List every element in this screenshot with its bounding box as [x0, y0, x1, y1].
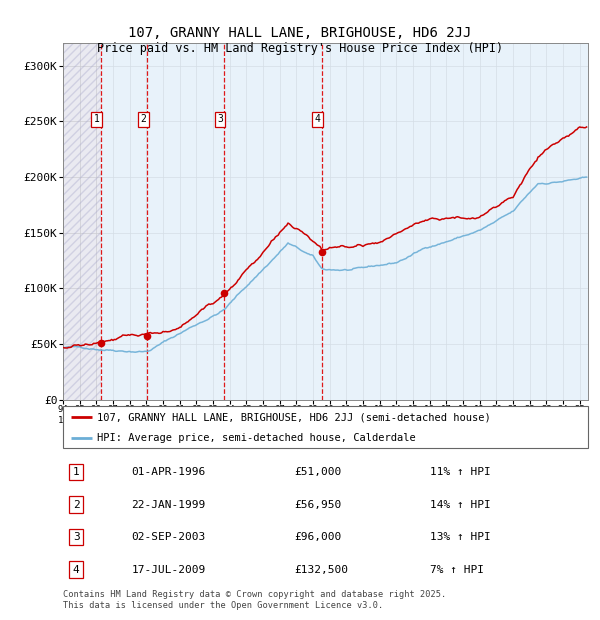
- FancyBboxPatch shape: [63, 406, 588, 448]
- Text: 7% ↑ HPI: 7% ↑ HPI: [431, 565, 485, 575]
- Text: 14% ↑ HPI: 14% ↑ HPI: [431, 500, 491, 510]
- Text: 2: 2: [73, 500, 79, 510]
- Bar: [101, 43, 148, 400]
- Text: £51,000: £51,000: [294, 467, 341, 477]
- Text: 107, GRANNY HALL LANE, BRIGHOUSE, HD6 2JJ: 107, GRANNY HALL LANE, BRIGHOUSE, HD6 2J…: [128, 26, 472, 40]
- Text: 1: 1: [73, 467, 79, 477]
- Bar: [148, 43, 224, 400]
- Text: Contains HM Land Registry data © Crown copyright and database right 2025.
This d: Contains HM Land Registry data © Crown c…: [63, 590, 446, 609]
- Text: HPI: Average price, semi-detached house, Calderdale: HPI: Average price, semi-detached house,…: [97, 433, 416, 443]
- Text: 4: 4: [73, 565, 79, 575]
- Text: Price paid vs. HM Land Registry's House Price Index (HPI): Price paid vs. HM Land Registry's House …: [97, 42, 503, 55]
- Text: £96,000: £96,000: [294, 532, 341, 542]
- Text: 3: 3: [217, 114, 223, 124]
- Text: 107, GRANNY HALL LANE, BRIGHOUSE, HD6 2JJ (semi-detached house): 107, GRANNY HALL LANE, BRIGHOUSE, HD6 2J…: [97, 412, 491, 422]
- Text: 02-SEP-2003: 02-SEP-2003: [131, 532, 205, 542]
- Bar: [322, 43, 588, 400]
- Text: 11% ↑ HPI: 11% ↑ HPI: [431, 467, 491, 477]
- Text: £56,950: £56,950: [294, 500, 341, 510]
- Bar: [224, 43, 322, 400]
- Text: 1: 1: [94, 114, 99, 124]
- Text: 17-JUL-2009: 17-JUL-2009: [131, 565, 205, 575]
- Bar: [63, 43, 101, 400]
- Text: 01-APR-1996: 01-APR-1996: [131, 467, 205, 477]
- Text: 3: 3: [73, 532, 79, 542]
- Text: 22-JAN-1999: 22-JAN-1999: [131, 500, 205, 510]
- Text: 13% ↑ HPI: 13% ↑ HPI: [431, 532, 491, 542]
- Text: 4: 4: [315, 114, 321, 124]
- Text: 2: 2: [140, 114, 146, 124]
- Text: £132,500: £132,500: [294, 565, 348, 575]
